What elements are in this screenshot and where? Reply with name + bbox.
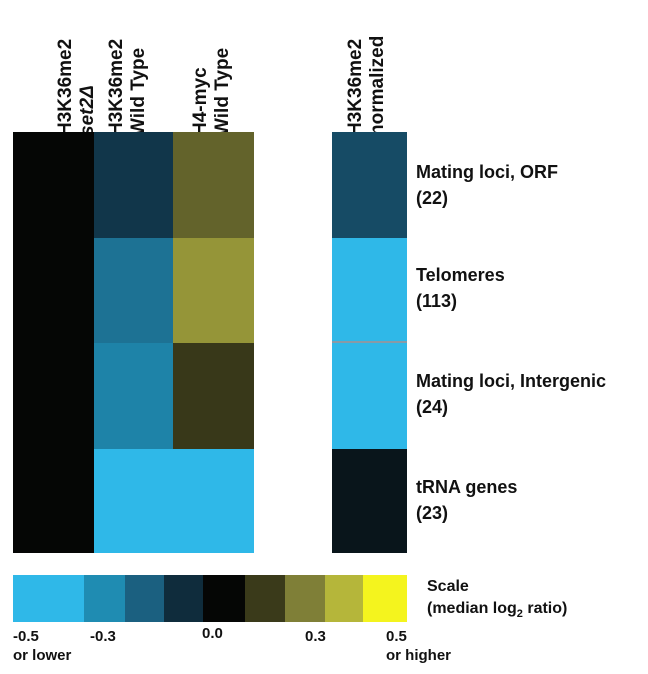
- scale-tick-min: -0.5 or lower: [13, 628, 72, 664]
- heatmap-cell: [332, 132, 407, 238]
- column-label-h3k36me2-wt: H3K36me2 Wild Type: [106, 38, 149, 136]
- scale-swatch: [285, 575, 325, 622]
- row-label-mating-orf: Mating loci, ORF (22): [416, 162, 558, 208]
- heatmap-cell: [13, 132, 94, 238]
- scale-swatch: [363, 575, 407, 622]
- heatmap-cell: [173, 238, 254, 343]
- scale-swatch: [203, 575, 245, 622]
- heatmap-cell: [13, 343, 94, 449]
- scale-tick-max: 0.5 or higher: [386, 628, 452, 664]
- scale-tick-03: 0.3: [305, 628, 326, 645]
- scale-tick-neg03: -0.3: [90, 628, 116, 645]
- heatmap-cell: [332, 343, 407, 449]
- scale-swatch: [84, 575, 125, 622]
- scale-title: Scale (median log2 ratio): [427, 578, 568, 621]
- scale-swatch: [13, 575, 84, 622]
- heatmap-cell: [94, 449, 173, 553]
- column-label-h4myc-wt: H4-myc Wild Type: [190, 47, 233, 136]
- heatmap-cell: [13, 449, 94, 553]
- scale-swatch: [125, 575, 164, 622]
- row-label-mating-intergenic: Mating loci, Intergenic (24): [416, 371, 607, 417]
- scale-swatch: [325, 575, 363, 622]
- scale-swatch: [164, 575, 203, 622]
- heatmap-cell: [94, 238, 173, 343]
- row-separator: [332, 341, 407, 343]
- heatmap-cell: [332, 449, 407, 553]
- column-label-set2: H3K36me2 set2Δ: [55, 38, 98, 136]
- heatmap-cell: [332, 238, 407, 343]
- row-label-telomeres: Telomeres (113): [416, 265, 505, 311]
- heatmap-cell: [13, 238, 94, 343]
- scale-swatch: [245, 575, 285, 622]
- heatmap-cell: [173, 343, 254, 449]
- heatmap-cell: [94, 132, 173, 238]
- column-label-normalized: H3K36me2 normalized: [345, 35, 388, 136]
- row-label-trna: tRNA genes (23): [416, 477, 518, 523]
- heatmap-cell: [173, 449, 254, 553]
- scale-tick-zero: 0.0: [202, 625, 223, 642]
- heatmap-cell: [173, 132, 254, 238]
- heatmap-cell: [94, 343, 173, 449]
